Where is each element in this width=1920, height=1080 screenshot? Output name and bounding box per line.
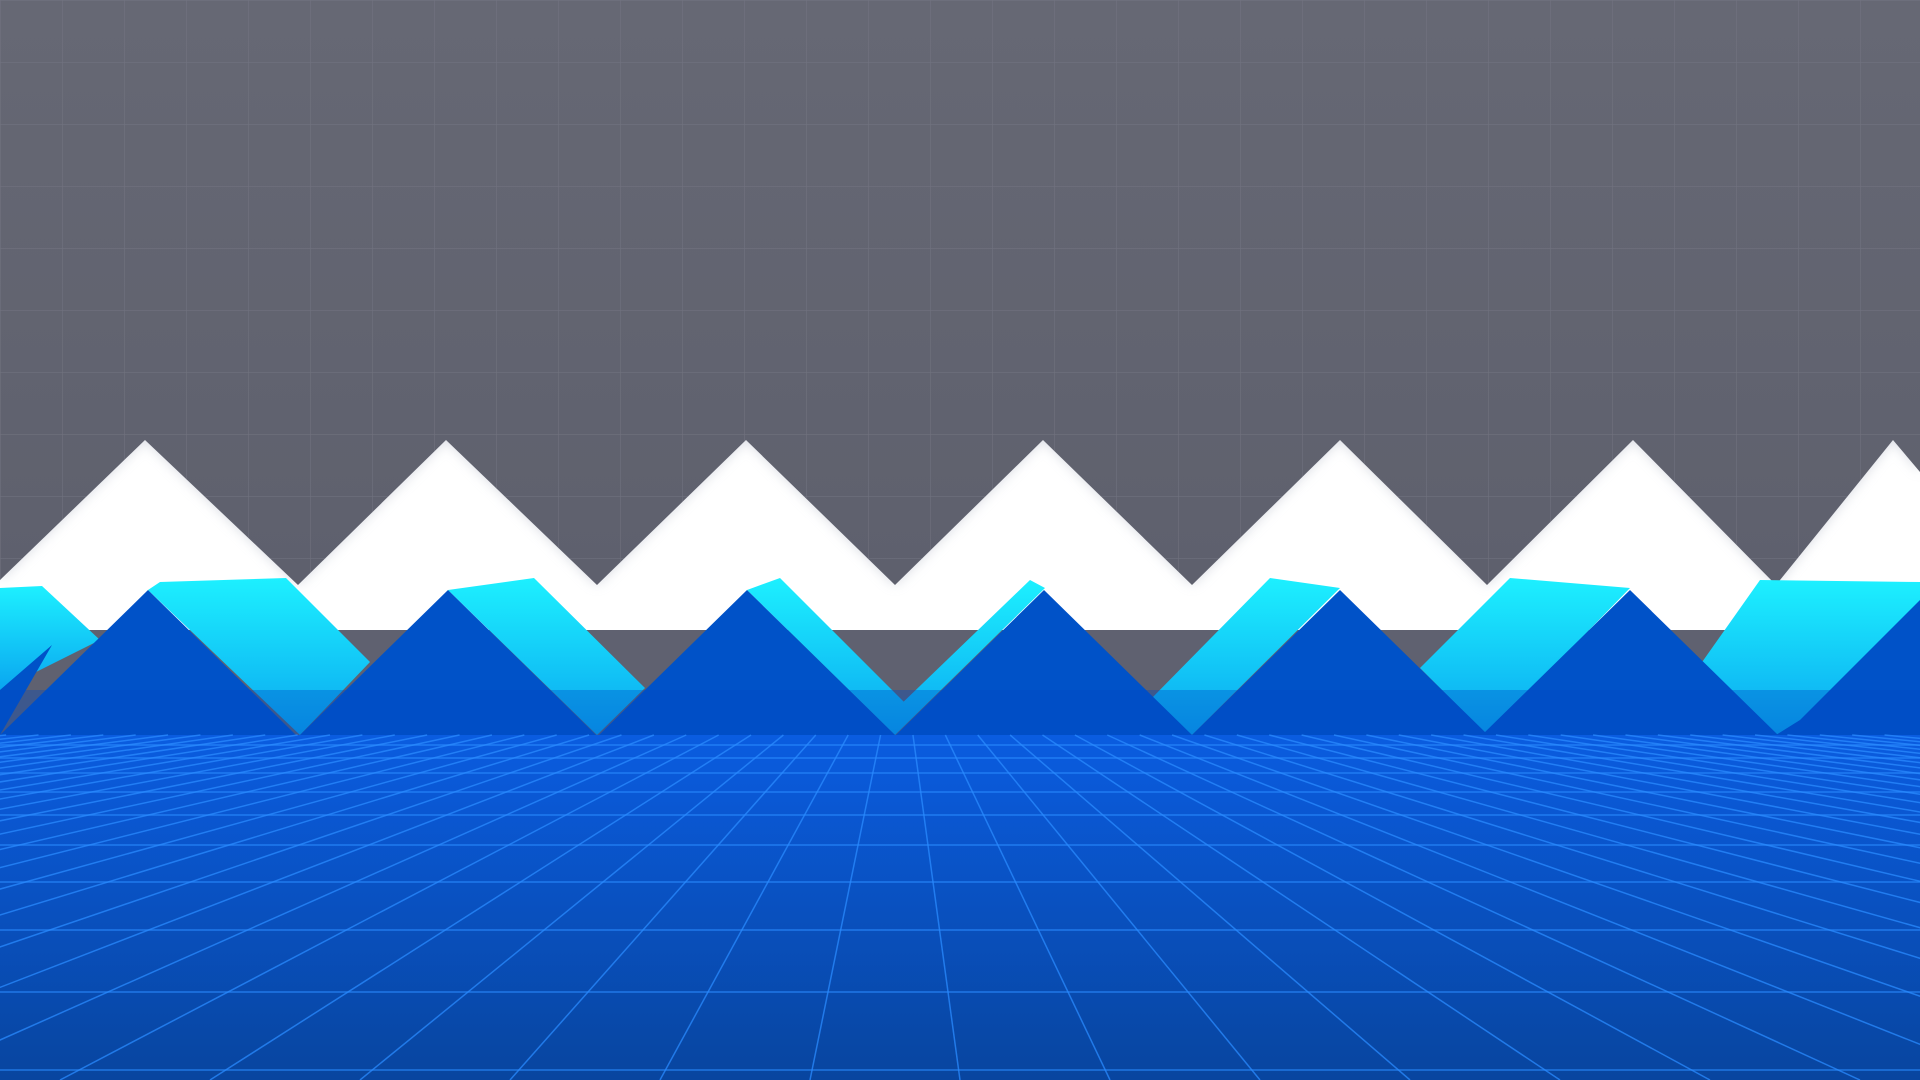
wall-front-face <box>1482 590 1778 735</box>
wall-front-face <box>0 645 52 735</box>
wall-lit-face <box>1150 578 1340 735</box>
wall-front-face <box>300 590 596 735</box>
wall-front-face <box>0 590 296 735</box>
wall-lit-face <box>1420 578 1630 735</box>
floor <box>0 734 1920 1080</box>
zigzag-wall <box>0 578 1920 735</box>
wall-front-face <box>599 590 895 735</box>
wall-base-shade <box>0 690 1920 735</box>
wall-front-face <box>1192 590 1488 735</box>
wall-lit-face <box>448 578 645 735</box>
wall-lit-face <box>148 578 370 735</box>
floor-grid <box>0 734 1920 1080</box>
wall-front-face <box>896 590 1192 735</box>
ceiling <box>0 0 1920 585</box>
wall-lit-face <box>747 578 905 735</box>
wall-front-face <box>1776 600 1920 735</box>
wall-lit-face <box>0 586 100 690</box>
wall-lit-face <box>1700 580 1920 735</box>
wall-lit-face <box>895 580 1045 735</box>
